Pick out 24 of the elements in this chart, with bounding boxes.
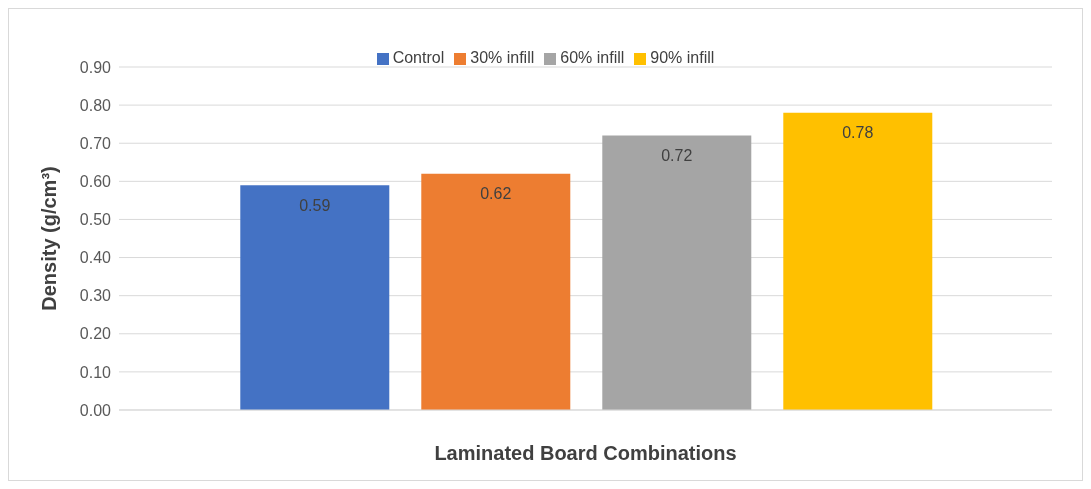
- legend-label: 90% infill: [650, 49, 715, 66]
- y-tick-label: 0.60: [79, 173, 112, 191]
- y-tick-label: 0.40: [79, 249, 112, 267]
- bar: [602, 135, 752, 410]
- y-tick-label: 0.20: [79, 325, 112, 343]
- y-tick-label: 0.10: [79, 363, 112, 381]
- y-axis-title: Density (g/cm³): [38, 166, 61, 311]
- y-tick-label: 0.00: [79, 401, 112, 419]
- legend-label: 60% infill: [560, 49, 625, 66]
- bar: [240, 185, 390, 410]
- legend-label: Control: [392, 49, 445, 66]
- y-tick-label: 0.80: [79, 96, 112, 114]
- data-label: 0.59: [299, 196, 331, 214]
- legend-label: 30% infill: [470, 49, 535, 66]
- y-tick-label: 0.90: [79, 58, 112, 76]
- data-label: 0.78: [842, 124, 874, 142]
- x-axis-title: Laminated Board Combinations: [434, 442, 737, 464]
- bar: [421, 173, 571, 410]
- bar: [783, 112, 933, 410]
- y-tick-label: 0.50: [79, 211, 112, 229]
- data-label: 0.62: [480, 185, 512, 203]
- data-label: 0.72: [661, 146, 693, 164]
- y-tick-label: 0.70: [79, 134, 112, 152]
- y-tick-label: 0.30: [79, 287, 112, 305]
